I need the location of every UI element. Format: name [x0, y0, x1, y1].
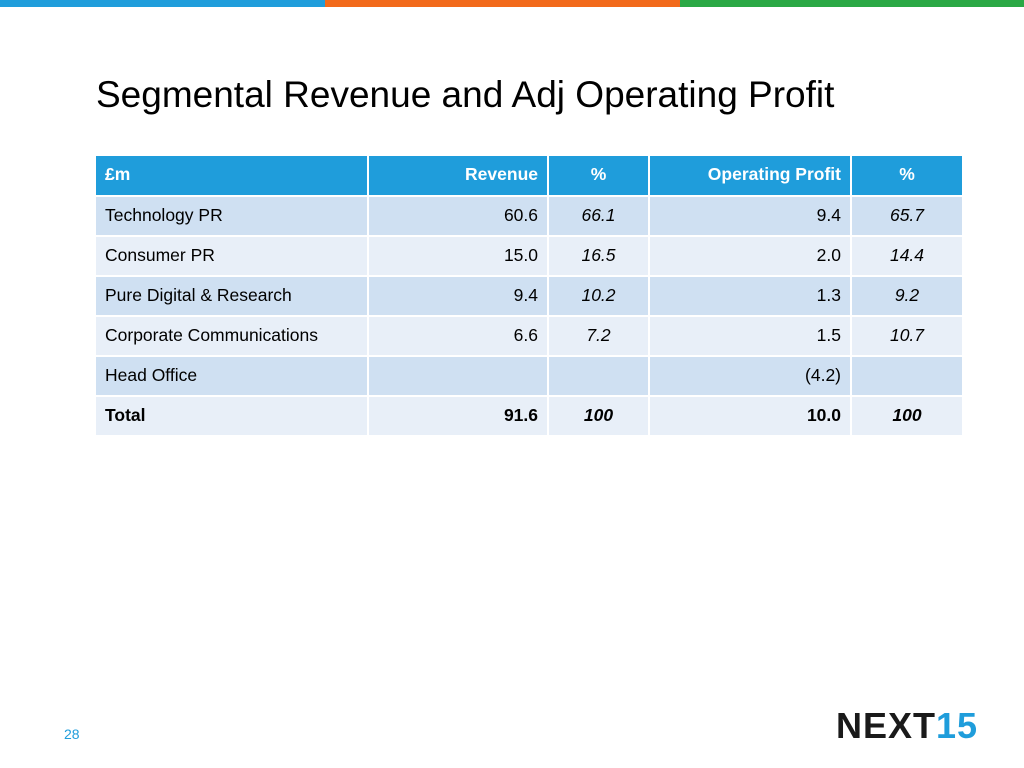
top-bar-orange: [325, 0, 680, 7]
revenue-value: 6.6: [367, 316, 549, 357]
top-bar-blue: [0, 0, 325, 7]
table-total-row: Total 91.6 100 10.0 100: [94, 395, 964, 437]
segment-name: Pure Digital & Research: [94, 276, 369, 317]
segment-name: Head Office: [94, 356, 369, 397]
table-row: Technology PR 60.6 66.1 9.4 65.7: [94, 196, 964, 237]
operating-profit-value: 2.0: [648, 236, 852, 277]
operating-profit-value: 1.3: [648, 276, 852, 317]
table-row: Head Office (4.2): [94, 356, 964, 397]
header-operating-profit-pct: %: [850, 156, 964, 197]
segment-name: Consumer PR: [94, 236, 369, 277]
operating-profit-value: 1.5: [648, 316, 852, 357]
table-row: Consumer PR 15.0 16.5 2.0 14.4: [94, 236, 964, 277]
total-operating-profit-pct: 100: [850, 395, 964, 437]
operating-profit-pct-value: [850, 356, 964, 397]
page-number: 28: [64, 726, 80, 742]
top-color-bar: [0, 0, 1024, 7]
segment-name: Corporate Communications: [94, 316, 369, 357]
header-currency: £m: [94, 156, 369, 197]
operating-profit-pct-value: 10.7: [850, 316, 964, 357]
table-row: Pure Digital & Research 9.4 10.2 1.3 9.2: [94, 276, 964, 317]
header-operating-profit: Operating Profit: [648, 156, 852, 197]
header-revenue-pct: %: [547, 156, 650, 197]
total-revenue-pct: 100: [547, 395, 650, 437]
total-operating-profit: 10.0: [648, 395, 852, 437]
table-row: Corporate Communications 6.6 7.2 1.5 10.…: [94, 316, 964, 357]
slide-title: Segmental Revenue and Adj Operating Prof…: [96, 74, 835, 115]
revenue-value: 60.6: [367, 196, 549, 237]
revenue-pct-value: 7.2: [547, 316, 650, 357]
revenue-pct-value: 66.1: [547, 196, 650, 237]
revenue-pct-value: [547, 356, 650, 397]
logo-word: NEXT: [836, 705, 937, 746]
revenue-value: [367, 356, 549, 397]
operating-profit-value: (4.2): [648, 356, 852, 397]
operating-profit-pct-value: 65.7: [850, 196, 964, 237]
logo-number: 15: [936, 705, 979, 746]
total-revenue: 91.6: [367, 395, 549, 437]
revenue-pct-value: 16.5: [547, 236, 650, 277]
operating-profit-value: 9.4: [648, 196, 852, 237]
revenue-value: 9.4: [367, 276, 549, 317]
header-revenue: Revenue: [367, 156, 549, 197]
revenue-value: 15.0: [367, 236, 549, 277]
segment-name: Technology PR: [94, 196, 369, 237]
segmental-table: £m Revenue % Operating Profit % Technolo…: [94, 156, 964, 437]
top-bar-green: [680, 0, 1024, 7]
operating-profit-pct-value: 9.2: [850, 276, 964, 317]
revenue-pct-value: 10.2: [547, 276, 650, 317]
table-header-row: £m Revenue % Operating Profit %: [94, 156, 964, 197]
total-label: Total: [94, 395, 369, 437]
operating-profit-pct-value: 14.4: [850, 236, 964, 277]
next15-logo: NEXT 15: [836, 708, 978, 744]
